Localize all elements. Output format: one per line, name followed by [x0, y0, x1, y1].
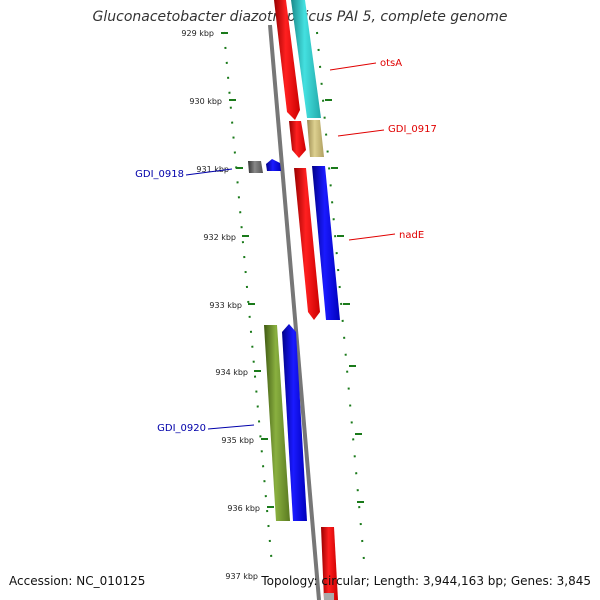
label-line-GDI_0920	[207, 424, 255, 430]
tick-label-937: 937 kbp	[225, 572, 258, 581]
tick-label-936: 936 kbp	[227, 504, 260, 513]
gene-arrow-red-top	[274, 0, 300, 120]
gene-block-GDI_0918	[248, 161, 263, 173]
gene-label-GDI_0917: GDI_0917	[388, 124, 437, 135]
tick-label-931: 931 kbp	[196, 165, 229, 174]
gene-label-nadE: nadE	[399, 230, 424, 241]
accession-text: Accession: NC_010125	[9, 574, 146, 588]
genome-backbone	[268, 24, 321, 600]
gene-arrow-GDI_0920	[264, 325, 290, 521]
gene-label-GDI_0920: GDI_0920	[157, 423, 206, 434]
gene-arrow-blue-lower	[282, 324, 307, 521]
tick-label-933: 933 kbp	[209, 301, 242, 310]
ring-guide-outer	[316, 31, 366, 573]
label-line-otsA	[329, 62, 377, 71]
gene-arrow-otsA	[291, 0, 321, 118]
gene-arrow-red-bottom	[321, 527, 338, 600]
gene-arrow-blue-small	[266, 159, 281, 171]
tick-label-930: 930 kbp	[189, 97, 222, 106]
tick-marks	[221, 32, 364, 508]
gene-stub-gray	[324, 593, 334, 600]
gene-label-otsA: otsA	[380, 58, 402, 69]
tick-label-929: 929 kbp	[181, 29, 214, 38]
label-line-nadE	[348, 233, 396, 241]
tick-label-935: 935 kbp	[221, 436, 254, 445]
genome-summary-text: Topology: circular; Length: 3,944,163 bp…	[261, 574, 591, 588]
gene-arrow-red-small	[289, 121, 306, 158]
tick-label-934: 934 kbp	[215, 368, 248, 377]
label-line-GDI_0917	[337, 129, 385, 137]
gene-arrow-GDI_0917	[307, 120, 324, 157]
gene-arrow-nadE	[312, 166, 340, 320]
gene-arrow-red-nadE	[294, 168, 320, 320]
ring-guide-inner	[223, 31, 273, 566]
gene-label-GDI_0918: GDI_0918	[135, 169, 184, 180]
tick-label-932: 932 kbp	[203, 233, 236, 242]
label-line-GDI_0918	[185, 168, 233, 176]
